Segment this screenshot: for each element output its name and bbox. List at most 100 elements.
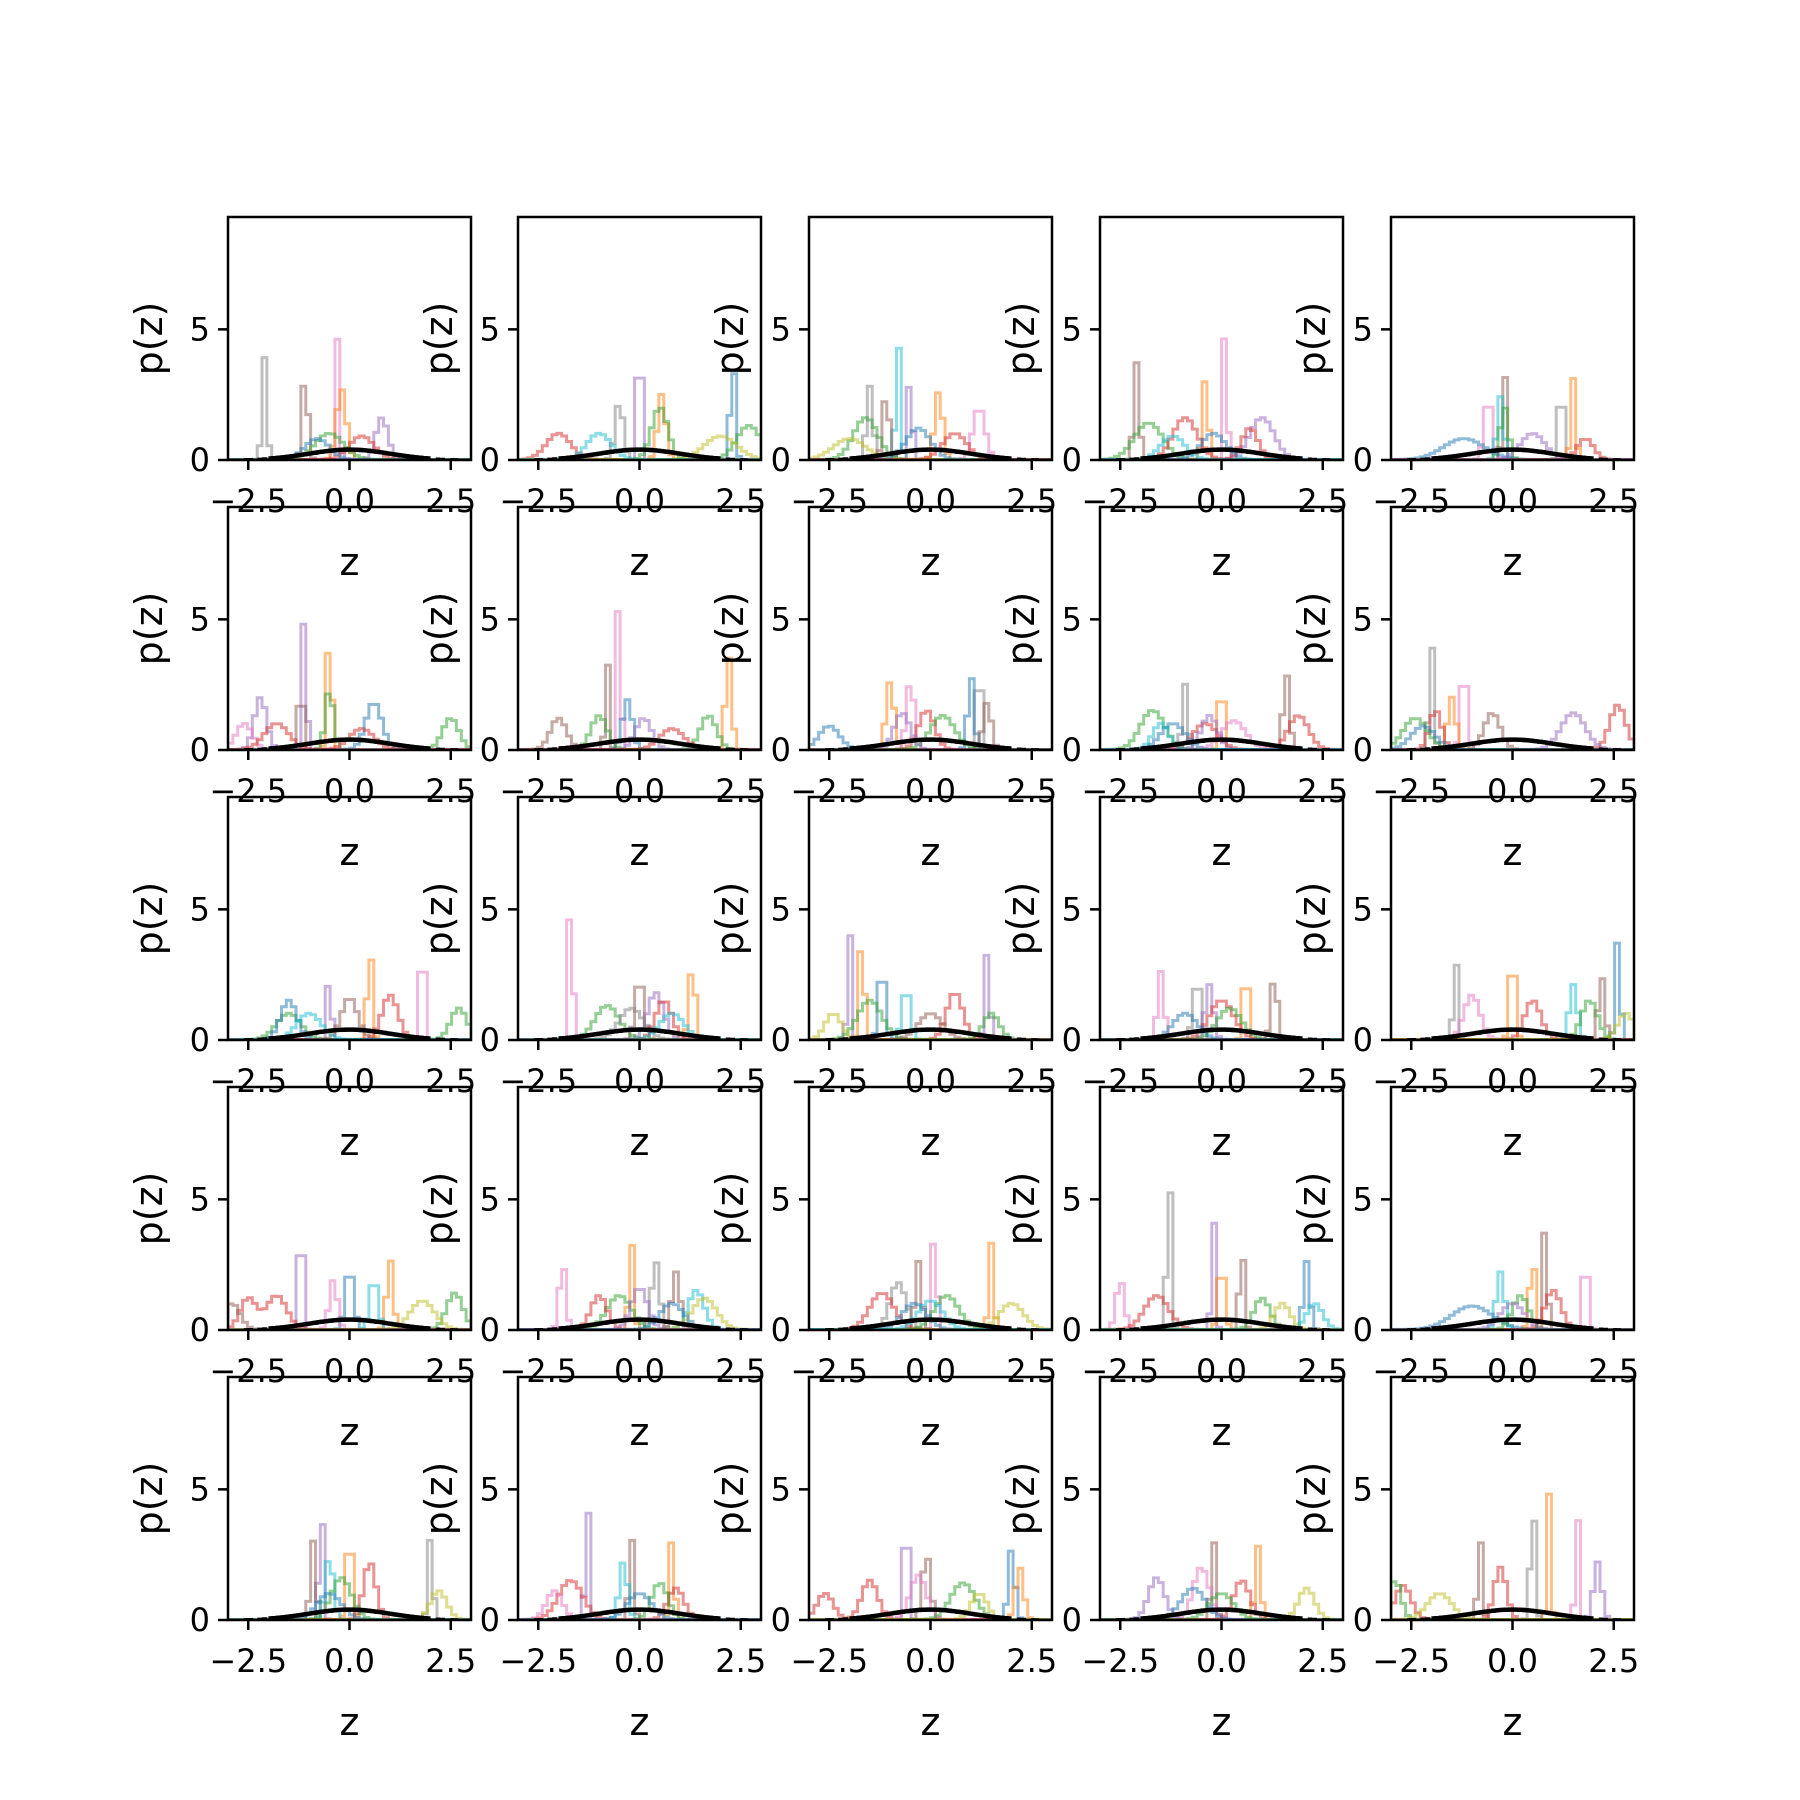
x-tick-label: 0.0 — [1196, 1062, 1247, 1100]
plot-area — [1100, 674, 1343, 750]
normal-density-curve — [268, 1607, 431, 1620]
x-axis-label: z — [1212, 540, 1232, 584]
series-line — [228, 998, 471, 1040]
plot-area — [809, 1241, 1052, 1330]
aggregate-histogram — [825, 448, 1039, 460]
plot-area — [228, 1254, 471, 1330]
x-tick-label: −2.5 — [1081, 1352, 1159, 1390]
x-axis-label: z — [340, 1700, 360, 1744]
aggregate-histogram — [1116, 738, 1330, 750]
x-tick-label: −2.5 — [790, 482, 868, 520]
y-tick-label: 0 — [1062, 1601, 1082, 1639]
series-line — [1100, 999, 1343, 1040]
x-tick-label: −2.5 — [1081, 1062, 1159, 1100]
x-tick-label: −2.5 — [1372, 772, 1450, 810]
aggregate-histogram — [244, 1608, 458, 1620]
x-tick-label: 0.0 — [905, 1352, 956, 1390]
y-tick-label: 5 — [1353, 600, 1373, 638]
x-tick-label: 2.5 — [1588, 1062, 1639, 1100]
x-tick-label: 0.0 — [324, 772, 375, 810]
normal-density-curve — [558, 447, 721, 460]
y-axis-label: p(z) — [1290, 592, 1334, 666]
y-tick-label: 0 — [190, 1311, 210, 1349]
y-tick-label: 5 — [1062, 310, 1082, 348]
y-tick-label: 0 — [190, 1601, 210, 1639]
x-tick-label: 2.5 — [425, 482, 476, 520]
plot-area — [1391, 941, 1634, 1040]
x-tick-label: 2.5 — [715, 1352, 766, 1390]
series-line — [1391, 993, 1634, 1040]
x-axis-label: z — [630, 1700, 650, 1744]
subplot-r1-c1: −2.5 0.0 2.5 0 5 z p(z) — [127, 215, 476, 584]
y-tick-label: 5 — [1062, 1180, 1082, 1218]
y-axis-label: p(z) — [417, 882, 461, 956]
normal-density-curve — [268, 737, 431, 750]
series-line — [809, 1013, 1052, 1040]
x-tick-label: −2.5 — [1372, 482, 1450, 520]
x-tick-label: 2.5 — [1006, 1352, 1057, 1390]
series-line — [228, 1523, 471, 1620]
y-axis-label: p(z) — [1290, 882, 1334, 956]
x-tick-label: −2.5 — [790, 1062, 868, 1100]
x-tick-label: 0.0 — [324, 1642, 375, 1680]
y-tick-label: 0 — [190, 441, 210, 479]
aggregate-histogram — [1407, 1028, 1621, 1040]
series-line — [518, 404, 761, 460]
x-axis-label: z — [1503, 540, 1523, 584]
y-tick-label: 5 — [480, 890, 500, 928]
y-axis-label: p(z) — [708, 592, 752, 666]
x-axis-label: z — [340, 540, 360, 584]
y-tick-label: 0 — [1062, 731, 1082, 769]
y-axis-label: p(z) — [999, 1462, 1043, 1536]
x-tick-label: −2.5 — [1372, 1642, 1450, 1680]
x-tick-label: 0.0 — [1487, 1352, 1538, 1390]
series-line — [228, 1006, 471, 1040]
series-line — [809, 1012, 1052, 1040]
y-tick-label: 0 — [771, 1311, 791, 1349]
aggregate-histogram — [825, 1318, 1039, 1330]
x-axis-label: z — [921, 1700, 941, 1744]
y-tick-label: 5 — [1353, 890, 1373, 928]
aggregate-histogram — [534, 1608, 748, 1620]
y-axis-label: p(z) — [708, 882, 752, 956]
x-tick-label: 0.0 — [1196, 1642, 1247, 1680]
series-line — [228, 704, 471, 750]
x-tick-label: 2.5 — [425, 772, 476, 810]
y-tick-label: 0 — [771, 731, 791, 769]
x-tick-label: −2.5 — [209, 772, 287, 810]
normal-density-curve — [1431, 1027, 1594, 1040]
series-line — [1100, 1282, 1343, 1330]
x-tick-label: −2.5 — [790, 1642, 868, 1680]
x-axis-label: z — [1212, 1410, 1232, 1454]
aggregate-histogram — [1407, 448, 1621, 460]
x-tick-label: 0.0 — [324, 1062, 375, 1100]
normal-density-curve — [558, 1607, 721, 1620]
aggregate-histogram — [534, 1028, 748, 1040]
y-tick-label: 5 — [190, 310, 210, 348]
x-tick-label: 2.5 — [1297, 482, 1348, 520]
x-axis-label: z — [340, 1120, 360, 1164]
aggregate-histogram — [534, 448, 748, 460]
y-tick-label: 5 — [480, 1180, 500, 1218]
y-axis-label: p(z) — [127, 882, 171, 956]
y-tick-label: 0 — [190, 1021, 210, 1059]
y-axis-label: p(z) — [127, 302, 171, 376]
y-axis-label: p(z) — [999, 302, 1043, 376]
y-tick-label: 5 — [771, 1180, 791, 1218]
aggregate-histogram — [825, 738, 1039, 750]
series-line — [228, 1275, 471, 1330]
x-tick-label: −2.5 — [790, 1352, 868, 1390]
x-tick-label: −2.5 — [1081, 482, 1159, 520]
series-line — [1391, 999, 1634, 1040]
aggregate-histogram — [244, 448, 458, 460]
series-line — [809, 998, 1052, 1040]
aggregate-histogram — [534, 738, 748, 750]
x-axis-label: z — [630, 830, 650, 874]
